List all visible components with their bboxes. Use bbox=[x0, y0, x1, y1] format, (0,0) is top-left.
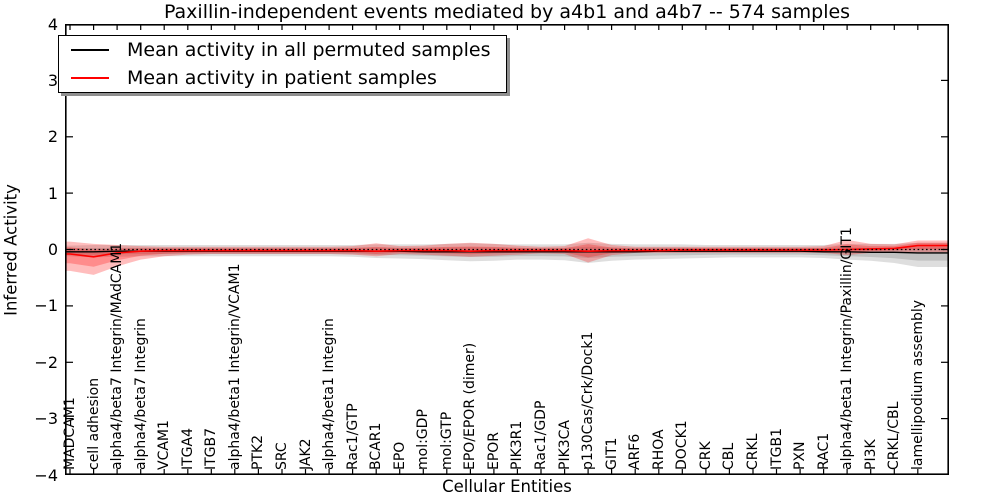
x-tick-label: EPO/EPOR (dimer) bbox=[462, 342, 479, 470]
y-tick-label: 4 bbox=[47, 14, 58, 34]
axes-frame bbox=[65, 24, 949, 475]
x-tick-label: CRK bbox=[697, 441, 714, 470]
plot-canvas bbox=[65, 24, 949, 475]
x-axis-label: Cellular Entities bbox=[442, 477, 572, 496]
x-tick-label: JAK2 bbox=[297, 438, 314, 470]
legend: Mean activity in all permuted samples Me… bbox=[58, 35, 507, 93]
x-tick-label: ITGA4 bbox=[179, 427, 196, 470]
patient-band-inner bbox=[65, 242, 949, 267]
y-tick-label: −1 bbox=[34, 296, 58, 316]
x-tick-label: Rac1/GDP bbox=[533, 400, 549, 470]
permuted-line-swatch bbox=[71, 49, 109, 51]
x-tick-label: PIK3R1 bbox=[509, 420, 526, 470]
legend-item-patient: Mean activity in patient samples bbox=[59, 65, 506, 91]
legend-label: Mean activity in patient samples bbox=[127, 67, 437, 89]
y-tick-label: −4 bbox=[34, 465, 58, 485]
x-tick-label: alpha4/beta1 Integrin/Paxillin/GIT1 bbox=[839, 227, 856, 470]
x-tick-label: CBL bbox=[721, 442, 738, 470]
x-tick-label: RAC1 bbox=[815, 432, 832, 470]
x-tick-label: CRKL bbox=[744, 433, 761, 470]
x-tick-label: PXN bbox=[792, 441, 809, 470]
x-tick-label: SRC bbox=[273, 442, 290, 470]
x-tick-label: ITGB7 bbox=[203, 427, 220, 470]
x-tick-label: mol:GDP bbox=[415, 409, 432, 470]
chart-title: Paxillin-independent events mediated by … bbox=[163, 1, 851, 23]
x-tick-label: alpha4/beta1 Integrin bbox=[321, 318, 338, 470]
x-tick-label: alpha4/beta7 Integrin bbox=[132, 318, 149, 470]
y-axis-label: Inferred Activity bbox=[1, 184, 21, 316]
y-tick-label: −3 bbox=[34, 409, 58, 429]
x-tick-label: DOCK1 bbox=[674, 420, 691, 470]
x-tick-label: PI3K bbox=[862, 439, 879, 470]
x-tick-label: mol:GTP bbox=[438, 411, 455, 470]
permuted-band bbox=[65, 242, 949, 267]
x-tick-label: alpha4/beta7 Integrin/MAdCAM1 bbox=[109, 242, 126, 470]
x-tick-label: Rac1/GTP bbox=[344, 403, 361, 470]
patient-line-swatch bbox=[71, 77, 109, 79]
x-tick-label: PIK3CA bbox=[556, 419, 573, 470]
x-tick-label: ITGB1 bbox=[768, 427, 785, 470]
y-tick-label: 2 bbox=[47, 127, 58, 147]
x-tick-label: BCAR1 bbox=[368, 422, 385, 470]
patient-band bbox=[65, 238, 949, 275]
x-tick-label: EPO bbox=[391, 441, 408, 470]
legend-item-permuted: Mean activity in all permuted samples bbox=[59, 37, 506, 63]
x-tick-label: GIT1 bbox=[603, 437, 620, 470]
x-tick-label: CRKL/CBL bbox=[886, 401, 903, 470]
x-tick-label: MADCAM1 bbox=[62, 397, 78, 470]
x-tick-label: alpha4/beta1 Integrin/VCAM1 bbox=[226, 263, 243, 471]
x-tick-label: cell adhesion bbox=[85, 377, 102, 470]
y-tick-label: 1 bbox=[47, 183, 58, 203]
y-tick-label: −2 bbox=[34, 352, 58, 372]
legend-label: Mean activity in all permuted samples bbox=[127, 39, 491, 61]
y-tick-label: 3 bbox=[47, 70, 58, 90]
x-tick-label: VCAM1 bbox=[156, 420, 173, 470]
x-tick-label: p130Cas/Crk/Dock1 bbox=[580, 331, 597, 470]
y-tick-label: 0 bbox=[47, 240, 58, 259]
x-tick-label: lamellipodium assembly bbox=[909, 299, 926, 470]
x-tick-label: ARF6 bbox=[627, 433, 644, 470]
x-tick-label: EPOR bbox=[485, 431, 502, 470]
x-tick-label: RHOA bbox=[650, 429, 667, 470]
x-tick-label: PTK2 bbox=[250, 434, 267, 470]
